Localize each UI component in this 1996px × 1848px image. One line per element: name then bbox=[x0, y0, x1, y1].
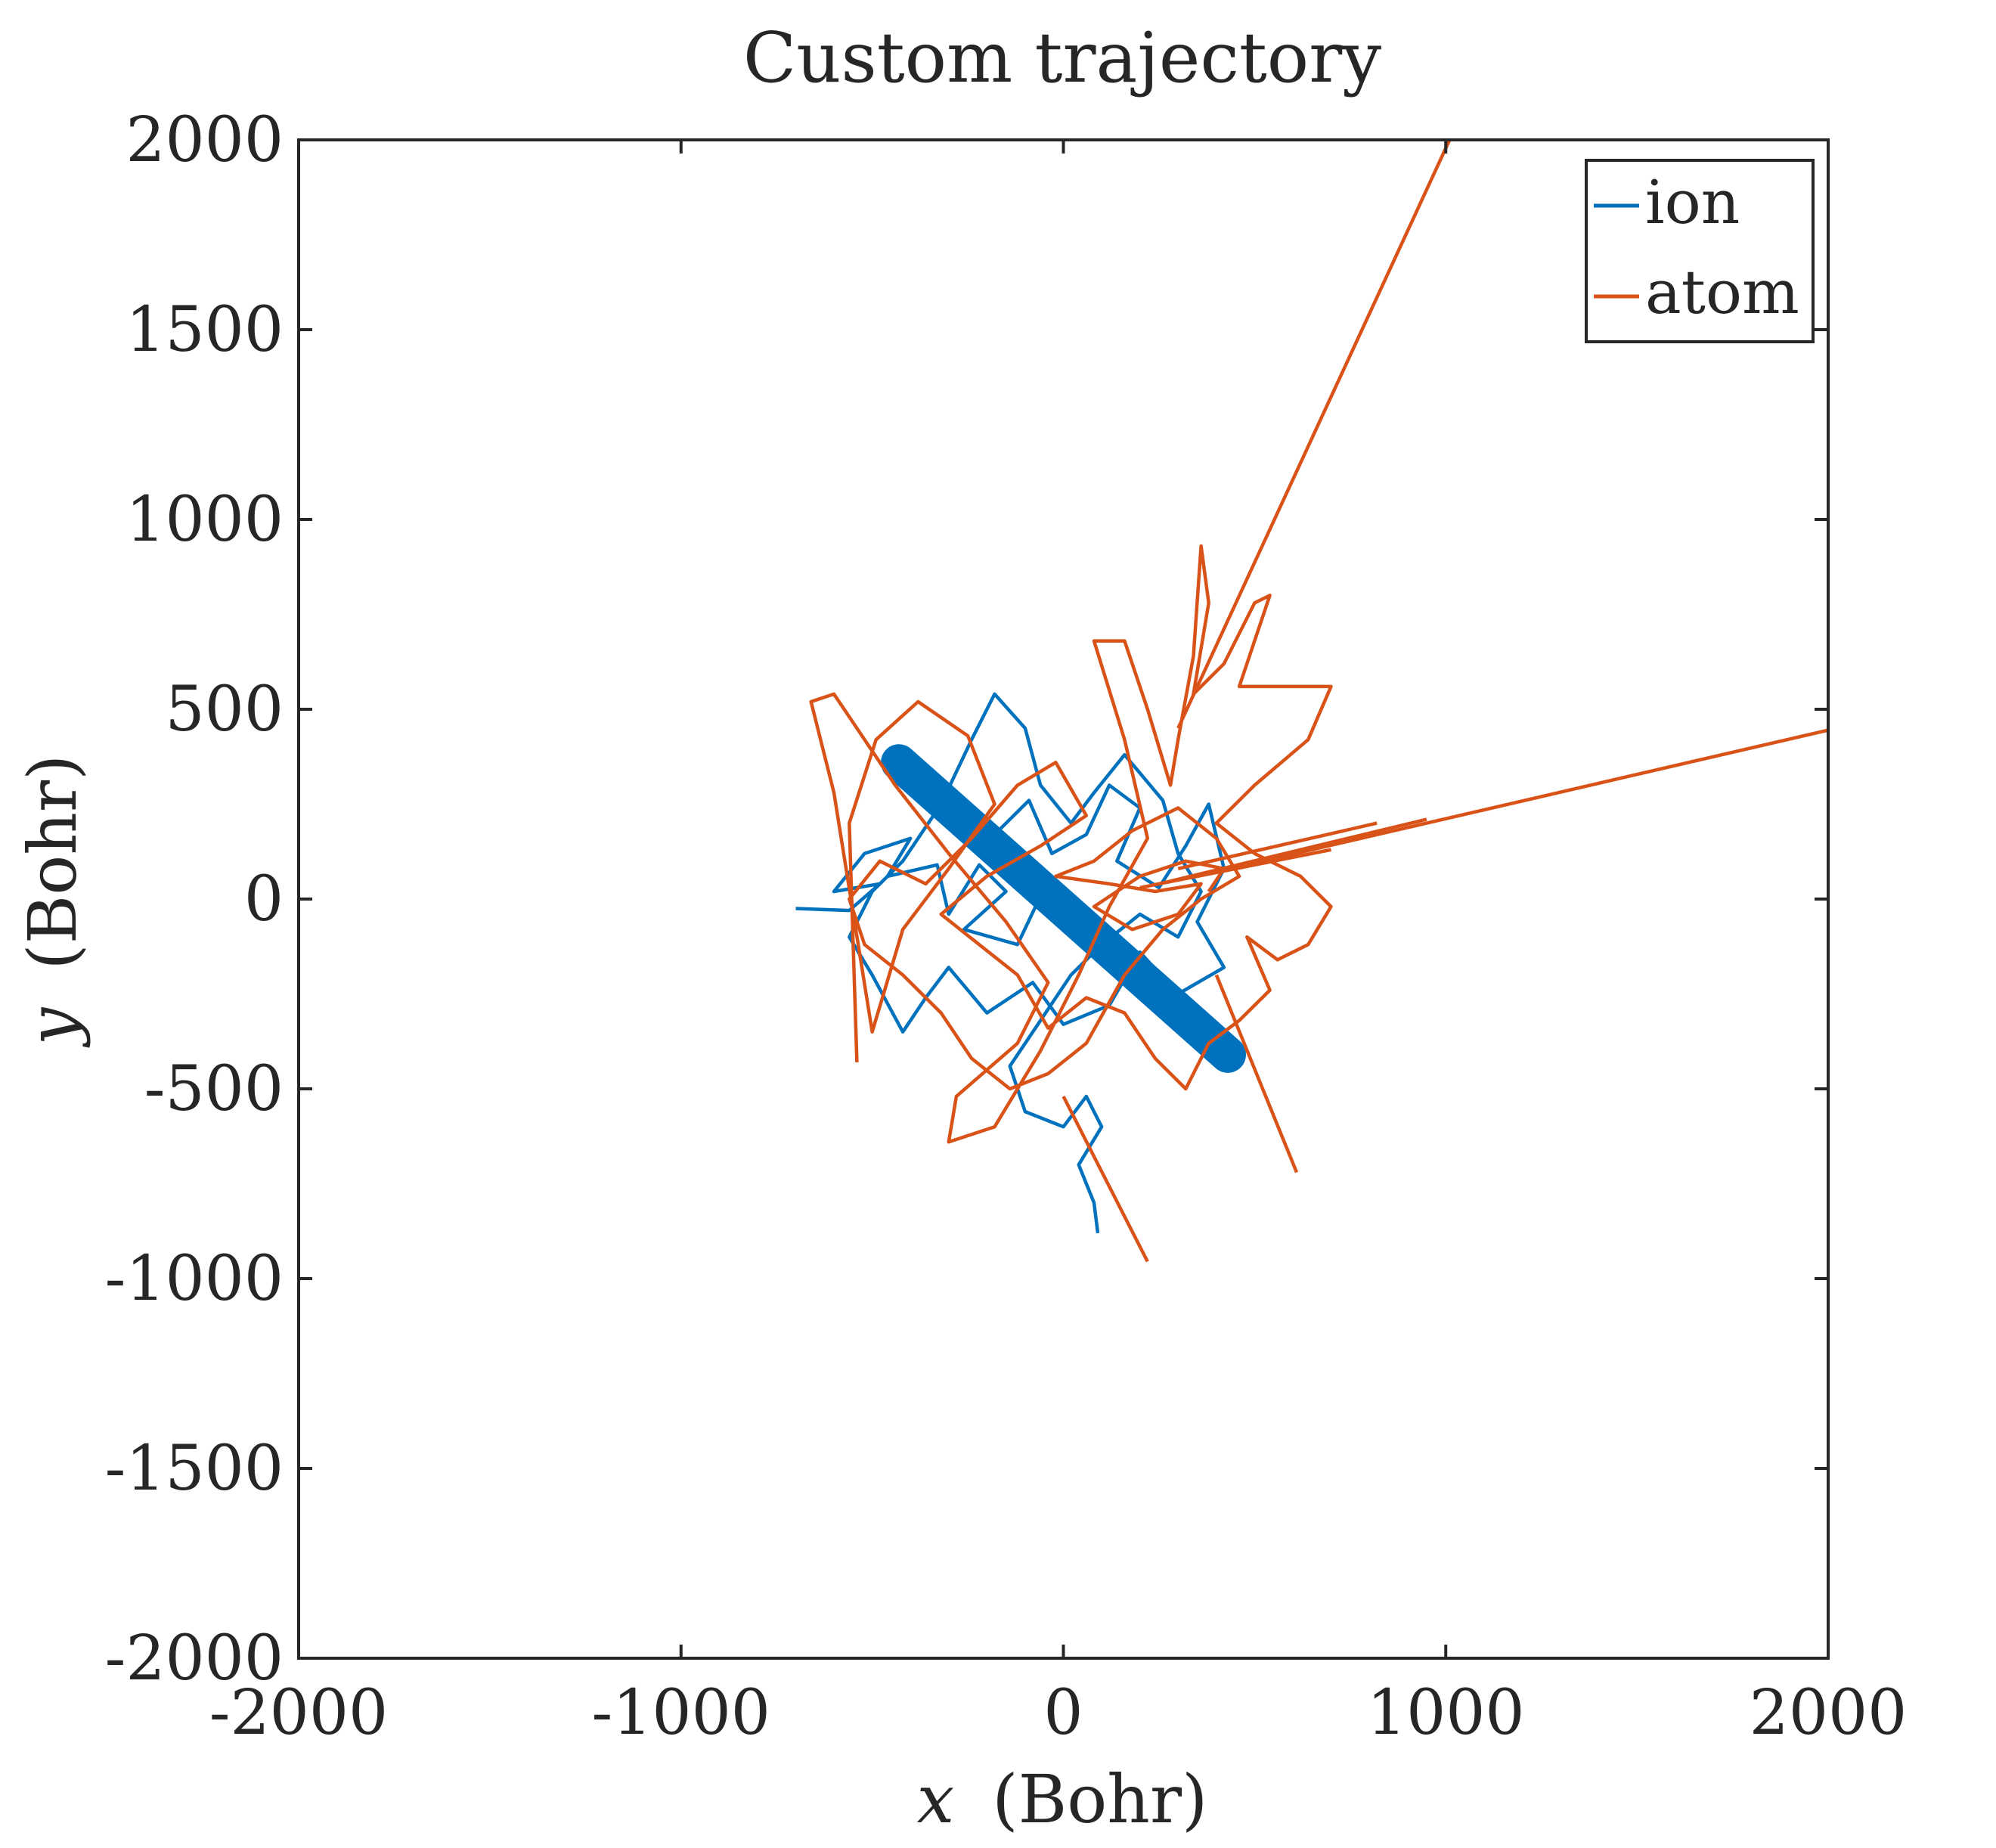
x-tick-label: 2000 bbox=[1750, 1677, 1908, 1749]
ticks-layer: -2000 -1000 0 1000 2000 -2000 -1500 -1000 -500 0 5… bbox=[105, 104, 1908, 1749]
atom-ray bbox=[1062, 1096, 1149, 1263]
y-axis-unit: (Bohr) bbox=[14, 755, 91, 970]
series-layer bbox=[795, 140, 1828, 1263]
x-tick-label: -1000 bbox=[592, 1677, 770, 1749]
y-tick-label: -500 bbox=[144, 1053, 284, 1125]
atom-ray bbox=[1214, 974, 1299, 1174]
atom-trajectory bbox=[809, 544, 1333, 1144]
ion-oscillation-band bbox=[881, 744, 1246, 1073]
x-tick-label: 1000 bbox=[1367, 1677, 1525, 1749]
atom-ray bbox=[1176, 140, 1452, 730]
y-tick-label: -1500 bbox=[105, 1433, 284, 1505]
atom-ray bbox=[1139, 848, 1331, 890]
y-tick-label: 0 bbox=[244, 864, 284, 935]
legend: ion atom bbox=[1585, 159, 1815, 343]
svg-text:y (Bohr): y (Bohr) bbox=[14, 755, 91, 1049]
atom-ray bbox=[1197, 728, 1828, 879]
y-tick-label: 2000 bbox=[126, 104, 284, 176]
legend-label-ion: ion bbox=[1645, 167, 1740, 237]
y-tick-label: 1500 bbox=[126, 294, 284, 366]
y-tick-label: -1000 bbox=[105, 1243, 284, 1315]
atom-ray bbox=[1177, 821, 1378, 871]
x-axis-variable: x bbox=[917, 1760, 955, 1838]
atom-ray bbox=[1158, 817, 1427, 886]
svg-text:x (Bohr): x (Bohr) bbox=[917, 1760, 1208, 1838]
ion-trajectory bbox=[795, 692, 1226, 1234]
plot-area: -2000 -1000 0 1000 2000 -2000 -1500 -1000 -500 0 5… bbox=[105, 104, 1908, 1749]
y-tick-label: 500 bbox=[165, 674, 284, 746]
y-axis-label: y (Bohr) bbox=[14, 755, 91, 1049]
series-ion bbox=[795, 692, 1246, 1234]
y-axis-variable: y bbox=[14, 1006, 91, 1048]
x-tick-label: 0 bbox=[1043, 1677, 1083, 1749]
y-tick-label: -2000 bbox=[105, 1623, 284, 1695]
series-atom bbox=[809, 140, 1828, 1263]
legend-box bbox=[1585, 159, 1815, 343]
chart-title: Custom trajectory bbox=[743, 17, 1381, 98]
x-axis-label: x (Bohr) bbox=[917, 1760, 1208, 1838]
x-tick-label: -2000 bbox=[209, 1677, 388, 1749]
y-tick-label: 1000 bbox=[126, 484, 284, 556]
x-axis-unit: (Bohr) bbox=[992, 1760, 1207, 1838]
legend-label-atom: atom bbox=[1645, 257, 1799, 327]
